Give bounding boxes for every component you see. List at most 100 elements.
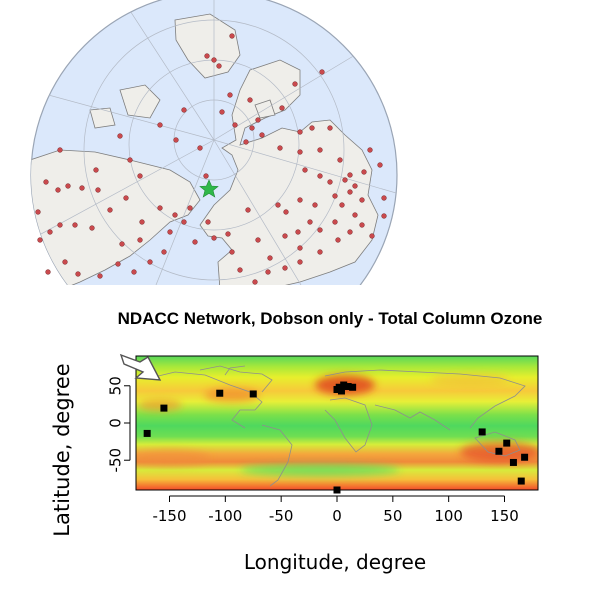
station-marker xyxy=(340,381,348,389)
station-dot xyxy=(139,219,145,225)
station-dot xyxy=(211,57,217,63)
station-dot xyxy=(279,105,285,111)
station-dot xyxy=(197,145,203,151)
graticule xyxy=(31,0,397,285)
station-dot xyxy=(192,239,198,245)
station-dot xyxy=(62,259,68,265)
station-marker xyxy=(216,389,224,397)
station-dot xyxy=(327,179,333,185)
station-dot xyxy=(219,109,225,115)
station-dot xyxy=(292,81,298,87)
x-tick-label: -50 xyxy=(269,507,294,525)
station-dot xyxy=(297,129,303,135)
station-marker xyxy=(335,383,343,391)
station-marker xyxy=(478,428,486,436)
x-tick-label: 0 xyxy=(332,507,342,525)
highlight-star-icon xyxy=(199,179,219,198)
station-dot xyxy=(267,255,273,261)
station-dot xyxy=(283,209,289,215)
station-dot xyxy=(377,162,383,168)
station-dot xyxy=(297,245,303,251)
station-dot xyxy=(65,183,71,189)
station-dot xyxy=(317,147,323,153)
station-dot xyxy=(381,195,387,201)
station-marker xyxy=(495,447,503,455)
station-dot xyxy=(367,147,373,153)
station-dot xyxy=(97,273,103,279)
x-axis-label: Longitude, degree xyxy=(243,550,427,574)
station-dot xyxy=(204,53,210,59)
station-marker xyxy=(249,390,257,398)
x-tick-label: 50 xyxy=(383,507,402,525)
station-dot xyxy=(297,149,303,155)
station-dot xyxy=(43,179,49,185)
station-dot xyxy=(57,222,63,228)
station-dot xyxy=(203,173,209,179)
station-dot xyxy=(147,259,153,265)
x-axis: -150 -100 -50 0 50 100 150 xyxy=(152,495,519,525)
station-dot xyxy=(381,213,387,219)
station-dot xyxy=(297,197,303,203)
station-dot xyxy=(45,269,51,275)
station-dots-group xyxy=(35,33,387,285)
x-tick-label: -150 xyxy=(152,507,186,525)
station-marker xyxy=(509,458,517,466)
station-dot xyxy=(309,125,315,131)
station-dot xyxy=(297,259,303,265)
y-axis-label: Latitude, degree xyxy=(50,363,74,537)
station-dot xyxy=(157,205,163,211)
station-dot xyxy=(339,202,345,208)
station-dot xyxy=(337,157,343,163)
station-dot xyxy=(47,229,53,235)
station-dot xyxy=(265,269,271,275)
station-dot xyxy=(115,261,121,267)
station-dot xyxy=(252,279,258,285)
station-dot xyxy=(332,193,338,199)
station-dot xyxy=(282,265,288,271)
y-tick-label: 0 xyxy=(107,418,125,428)
station-dot xyxy=(237,267,243,273)
station-dot xyxy=(347,189,353,195)
station-dot xyxy=(107,207,113,213)
station-dot xyxy=(131,269,137,275)
station-dot xyxy=(317,249,323,255)
station-marker xyxy=(349,383,357,391)
x-tick-label: -100 xyxy=(208,507,242,525)
station-dot xyxy=(55,187,61,193)
station-dot xyxy=(359,197,365,203)
station-dot xyxy=(275,202,281,208)
greenland-land xyxy=(174,13,241,79)
station-dot xyxy=(307,219,313,225)
station-marker xyxy=(143,429,151,437)
station-dot xyxy=(157,122,163,128)
station-dot xyxy=(75,271,81,277)
station-dot xyxy=(95,187,101,193)
station-marker xyxy=(337,387,345,395)
station-dot xyxy=(37,237,43,243)
station-dot xyxy=(332,219,338,225)
globe-inset xyxy=(0,0,592,290)
globe-landmasses xyxy=(31,0,397,285)
station-dot xyxy=(35,209,41,215)
station-marker xyxy=(333,486,341,494)
station-dot xyxy=(187,205,193,211)
y-tick-label: -50 xyxy=(107,448,125,473)
station-marker xyxy=(503,439,511,447)
station-marker xyxy=(517,477,525,485)
ozone-world-map: -150 -100 -50 0 50 100 150 50 0 -50 xyxy=(107,353,539,525)
ozone-map-panel: -150 -100 -50 0 50 100 150 50 0 -50 xyxy=(0,330,592,605)
station-dot xyxy=(327,125,333,131)
station-dot xyxy=(72,222,78,228)
station-dot xyxy=(352,183,358,189)
station-dot xyxy=(205,219,211,225)
station-dot xyxy=(255,237,261,243)
station-dot xyxy=(229,33,235,39)
station-dot xyxy=(312,202,318,208)
station-dot xyxy=(216,63,222,69)
station-dot xyxy=(172,212,178,218)
station-dot xyxy=(295,229,301,235)
x-tick-label: 100 xyxy=(434,507,463,525)
station-dot xyxy=(282,233,288,239)
station-dot xyxy=(319,69,325,75)
station-dot xyxy=(259,132,265,138)
